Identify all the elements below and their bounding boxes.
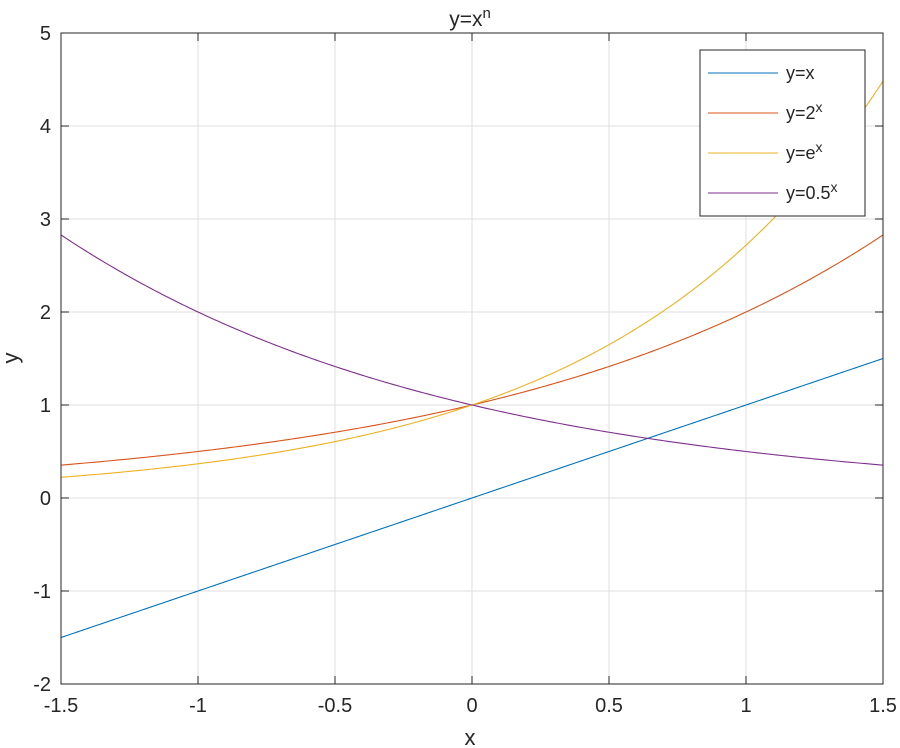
x-tick-label: 0.5 bbox=[595, 695, 623, 717]
legend-label-4: y=0.5x bbox=[786, 179, 838, 203]
series-line-1 bbox=[60, 357, 884, 639]
y-tick-label: -2 bbox=[33, 674, 51, 696]
x-tick-label: 1.5 bbox=[869, 695, 897, 717]
chart-title-superscript: n bbox=[482, 5, 490, 22]
legend-label-1: y=x bbox=[786, 63, 815, 83]
x-tick-label: 0 bbox=[466, 695, 477, 717]
series-layer bbox=[60, 80, 884, 639]
ticks-layer: -1.5 -1 -0.5 0 0.5 1 1.5 -2 -1 0 1 2 3 4 5 bbox=[33, 23, 897, 717]
legend-box bbox=[699, 49, 866, 217]
chart-title: y=xn bbox=[449, 5, 491, 31]
chart-title-base: y=x bbox=[449, 8, 483, 31]
legend-label-3: y=ex bbox=[786, 139, 823, 163]
x-tick-label: -0.5 bbox=[318, 695, 352, 717]
legend-items: y=x y=2x y=ex y=0.5x bbox=[708, 63, 838, 203]
y-tick-label: -1 bbox=[33, 581, 51, 603]
x-tick-label: 1 bbox=[740, 695, 751, 717]
y-tick-label: 2 bbox=[40, 302, 51, 324]
legend-label-2: y=2x bbox=[786, 99, 823, 123]
y-tick-label: 0 bbox=[40, 488, 51, 510]
y-tick-label: 1 bbox=[40, 395, 51, 417]
y-axis-title: y bbox=[0, 353, 23, 364]
y-tick-label: 5 bbox=[40, 23, 51, 45]
x-axis-title: x bbox=[465, 725, 476, 748]
x-tick-label: -1 bbox=[189, 695, 207, 717]
legend: y=x y=2x y=ex y=0.5x bbox=[699, 49, 866, 217]
x-tick-label: -1.5 bbox=[44, 695, 78, 717]
series-line-4 bbox=[60, 234, 884, 466]
y-tick-label: 3 bbox=[40, 209, 51, 231]
y-tick-label: 4 bbox=[40, 116, 51, 138]
